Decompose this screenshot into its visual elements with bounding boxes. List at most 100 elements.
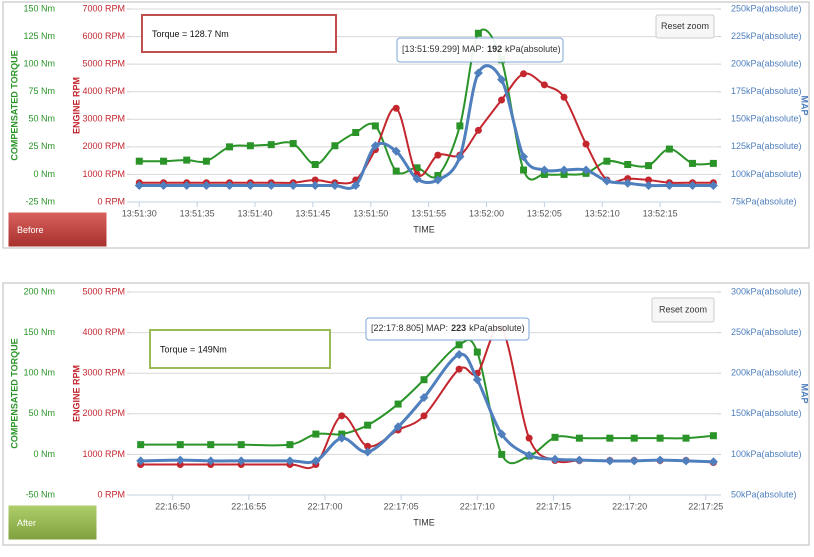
point [160,157,168,165]
point [331,142,339,150]
point [624,175,632,183]
point [434,151,442,159]
point [246,142,254,150]
y2-tick-label: 2000 RPM [82,141,125,151]
point [681,456,691,466]
button-frame [651,297,715,323]
point [497,75,507,85]
badge [7,211,108,248]
badge [7,504,98,541]
x-tick-label: 13:52:15 [643,208,678,218]
x-tick-label: 22:17:10 [460,501,495,511]
y2-tick-label: 5000 RPM [82,59,125,69]
point [498,96,506,104]
point [363,447,373,457]
point [629,456,639,466]
tooltip-value: 192 [487,44,502,54]
y3-tick-label: 200kPa(absolute) [731,368,802,378]
point [182,180,192,190]
y2-tick-label: 2000 RPM [82,408,125,418]
badge-text: After [17,518,36,528]
tooltip-value: 223 [451,323,466,333]
y3-tick-label: 150kPa(absolute) [731,408,802,418]
point [420,376,428,384]
x-tick-label: 13:51:30 [122,208,157,218]
point [472,375,482,385]
point [708,180,718,190]
chart-panel: -50 Nm 0 Nm 50 Nm 100 Nm 150 Nm 200 Nm 0 RPM 10… [2,282,810,546]
point [337,433,347,443]
point [689,159,697,167]
x-tick-label: 13:52:10 [585,208,620,218]
point [645,162,653,170]
x-tick-label: 13:51:40 [237,208,272,218]
y-tick-label: -50 Nm [25,489,55,499]
point [433,175,443,185]
point [330,180,340,190]
y3-tick-label: 300kPa(absolute) [731,286,802,296]
x-axis-title: TIME [413,224,435,234]
point [581,165,591,175]
reset-zoom-button[interactable]: Reset zoom [655,14,715,39]
button-label: Reset zoom [661,21,709,31]
tooltip-label: [22:17:8.805] MAP: [371,323,448,333]
x-tick-label: 22:16:55 [231,501,266,511]
badge-text: Before [17,225,44,235]
point [237,441,245,449]
reset-zoom-button[interactable]: Reset zoom [651,297,715,323]
point [245,180,255,190]
point [455,152,465,162]
point [394,400,402,408]
point [175,455,185,465]
annotation-text: Torque = 128.7 Nm [152,29,229,39]
y3-axis-title: MAP [800,384,810,404]
y3-tick-label: 175kPa(absolute) [731,86,802,96]
point [311,456,321,466]
point [520,166,528,174]
point [134,180,144,190]
point [498,450,506,458]
y3-axis-title: MAP [800,96,810,116]
point [364,442,372,450]
y-axis-title: COMPENSATED TORQUE [9,338,19,448]
point [582,140,590,148]
point [135,157,143,165]
point [311,161,319,169]
y-tick-label: 25 Nm [28,141,55,151]
point [370,141,380,151]
point [539,165,549,175]
tooltip-unit: kPa(absolute) [505,44,561,54]
x-tick-label: 13:52:00 [469,208,504,218]
annotation-box [141,14,337,53]
y-tick-label: 50 Nm [28,408,55,418]
x-tick-label: 22:16:50 [155,501,190,511]
button-frame [655,14,715,39]
y3-tick-label: 150kPa(absolute) [731,114,802,124]
y-tick-label: 100 Nm [23,368,55,378]
y-tick-label: 125 Nm [23,31,55,41]
point [574,455,584,465]
point [540,81,548,89]
y2-axis-title: ENGINE RPM [71,365,81,422]
point [419,393,429,403]
y-tick-label: 0 Nm [33,169,55,179]
point [392,167,400,175]
y3-tick-label: 200kPa(absolute) [731,59,802,69]
point [392,104,400,112]
y3-tick-label: 225kPa(absolute) [731,31,802,41]
point [644,180,654,190]
y3-tick-label: 250kPa(absolute) [731,3,802,13]
x-tick-label: 13:51:45 [295,208,330,218]
point [708,457,718,467]
point [473,68,483,78]
point [525,434,533,442]
y3-tick-label: 125kPa(absolute) [731,141,802,151]
y-tick-label: 200 Nm [23,286,55,296]
point [267,141,275,149]
point [206,456,216,466]
y2-tick-label: 5000 RPM [82,286,125,296]
y3-tick-label: 100kPa(absolute) [731,169,802,179]
point [393,422,403,432]
y-tick-label: 100 Nm [23,59,55,69]
tooltip-text: [13:51:59.299] MAP: 192 kPa(absolute) [402,44,561,54]
